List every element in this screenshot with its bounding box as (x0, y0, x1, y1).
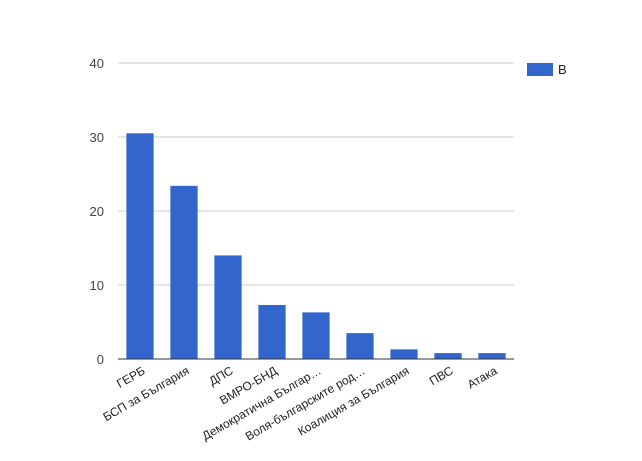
y-tick-label: 30 (90, 130, 104, 145)
x-category-label: ДПС (206, 363, 235, 388)
bar[interactable] (302, 312, 330, 359)
y-tick-label: 0 (97, 352, 104, 367)
legend-label: В (558, 62, 567, 77)
y-axis-ticks: 0 10 20 30 40 (90, 56, 104, 367)
y-tick-label: 40 (90, 56, 104, 71)
bar[interactable] (258, 304, 286, 359)
legend[interactable]: В (527, 62, 567, 77)
bar[interactable] (478, 353, 506, 359)
x-category-label: БСП за България (101, 363, 192, 424)
bar[interactable] (390, 349, 418, 359)
bar[interactable] (214, 255, 242, 359)
x-category-label: Атака (465, 363, 500, 391)
legend-swatch (527, 63, 553, 76)
bar[interactable] (434, 353, 462, 359)
bar[interactable] (170, 185, 198, 359)
bar[interactable] (346, 333, 374, 359)
y-tick-label: 20 (90, 204, 104, 219)
x-category-label: ПВС (427, 363, 456, 388)
bars (126, 133, 506, 359)
bar[interactable] (126, 133, 154, 359)
y-tick-label: 10 (90, 278, 104, 293)
